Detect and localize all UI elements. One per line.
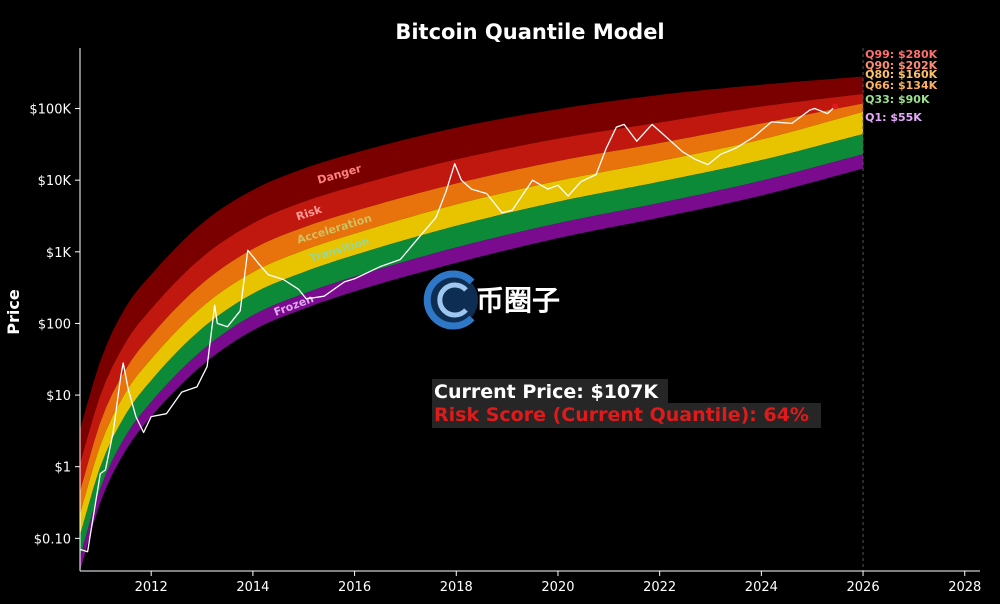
bands-layer bbox=[80, 76, 864, 572]
y-tick-label: $100 bbox=[38, 317, 71, 332]
x-tick-label: 2024 bbox=[745, 580, 778, 595]
x-tick-label: 2014 bbox=[236, 580, 269, 595]
quantile-label: Q1: $55K bbox=[865, 111, 922, 124]
y-tick-label: $100K bbox=[29, 103, 71, 118]
quantile-label: Q33: $90K bbox=[865, 93, 930, 106]
x-tick-label: 2020 bbox=[541, 580, 574, 595]
x-tick-label: 2022 bbox=[643, 580, 676, 595]
risk-score-box bbox=[432, 403, 821, 428]
risk-score-text: Risk Score (Current Quantile): 64% bbox=[434, 404, 809, 426]
y-tick-label: $10K bbox=[38, 174, 72, 189]
band-1 bbox=[80, 76, 864, 464]
axes-layer bbox=[79, 48, 980, 572]
band-3 bbox=[80, 103, 864, 514]
x-ticks-layer: 2012 2014 2016 2018 2020 2022 2024 2026 2028 bbox=[135, 571, 981, 595]
current-price-text: Current Price: $107K bbox=[434, 381, 659, 403]
y-tick-label: $0.10 bbox=[34, 532, 71, 547]
x-tick-label: 2012 bbox=[135, 580, 168, 595]
x-tick-label: 2016 bbox=[338, 580, 371, 595]
series-layer bbox=[79, 103, 839, 553]
y-tick-label: $10 bbox=[46, 389, 71, 404]
band-2 bbox=[80, 93, 864, 492]
x-tick-label: 2026 bbox=[847, 580, 880, 595]
band-4 bbox=[80, 111, 864, 536]
watermark: 币圈子 bbox=[423, 270, 560, 330]
quantile-label: Q99: $280K bbox=[865, 48, 938, 61]
annotations-layer: Current Price: $107K Risk Score (Current… bbox=[432, 379, 821, 428]
watermark-text: 币圈子 bbox=[476, 284, 560, 317]
x-tick-label: 2028 bbox=[948, 580, 981, 595]
quantile-label: Q90: $202K bbox=[865, 59, 938, 72]
quantile-label: Q66: $134K bbox=[865, 79, 938, 92]
y-axis-label: Price bbox=[4, 289, 23, 335]
y-ticks-layer: $0.10 $1 $10 $100 $1K $10K $100K bbox=[29, 103, 80, 547]
quantile-label: Q80: $160K bbox=[865, 68, 938, 81]
current-price-box bbox=[432, 379, 668, 404]
x-tick-label: 2018 bbox=[440, 580, 473, 595]
current-price-marker bbox=[832, 103, 839, 110]
y-tick-label: $1K bbox=[46, 246, 72, 261]
watermark-logo-icon bbox=[423, 270, 478, 330]
price-series-line bbox=[79, 105, 836, 553]
chart-title: Bitcoin Quantile Model bbox=[395, 20, 664, 44]
y-tick-label: $1 bbox=[54, 461, 71, 476]
